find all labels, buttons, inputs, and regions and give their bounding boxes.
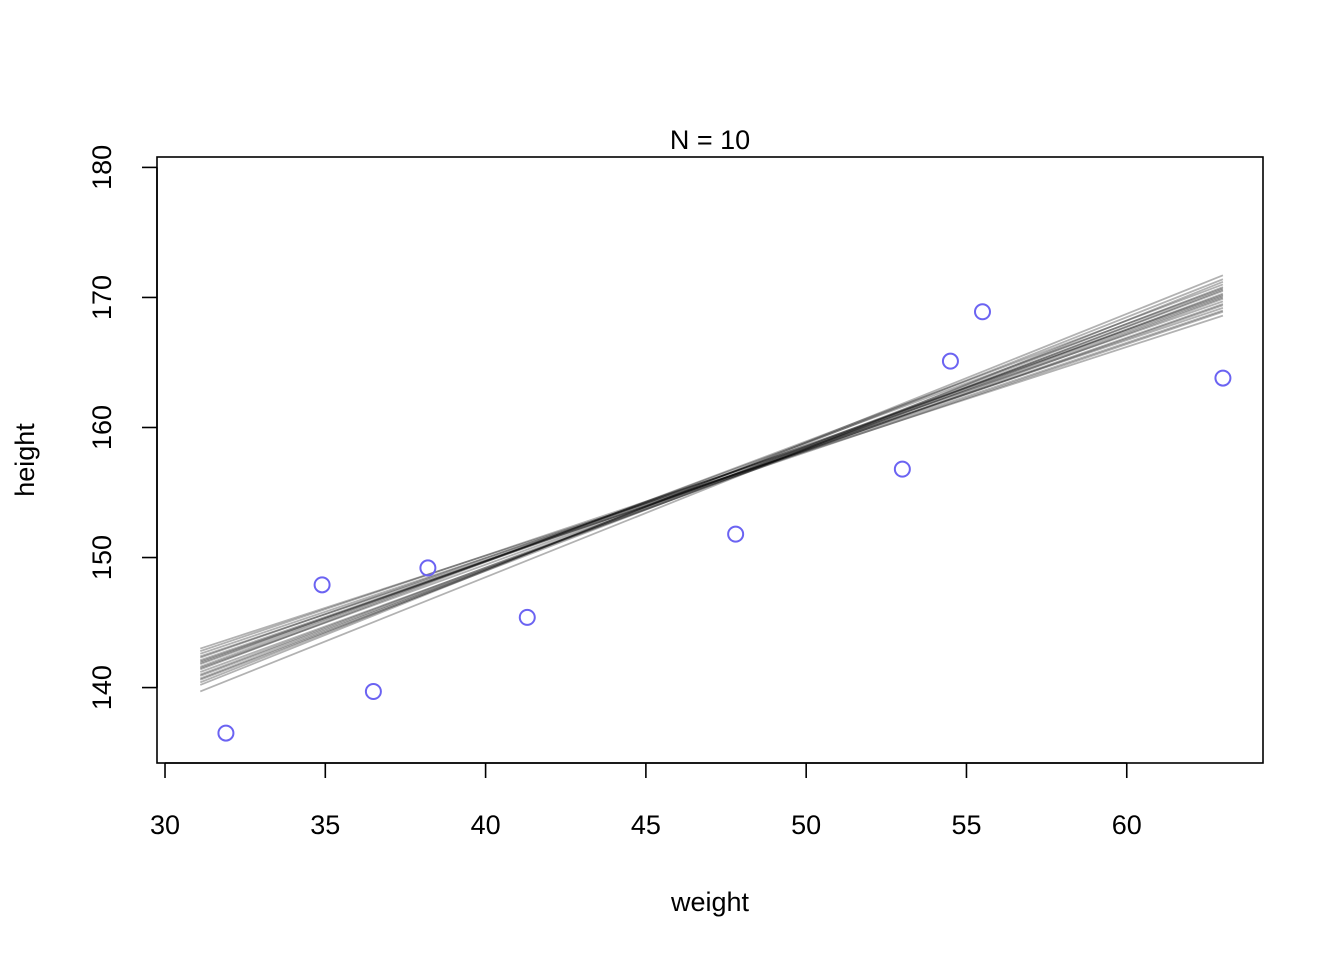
regression-line-16 bbox=[199, 304, 1224, 662]
x-tick-label: 35 bbox=[310, 810, 340, 840]
y-axis: 140 150 160 170 180 bbox=[87, 145, 158, 710]
x-axis-label: weight bbox=[670, 887, 750, 917]
data-point-5 bbox=[518, 608, 536, 626]
regression-line-9 bbox=[199, 293, 1224, 666]
x-tick-label: 45 bbox=[631, 810, 661, 840]
regression-line-2 bbox=[199, 303, 1224, 663]
data-point-4 bbox=[419, 559, 437, 577]
regression-lines bbox=[199, 274, 1224, 693]
x-tick-label: 30 bbox=[150, 810, 180, 840]
y-tick-label: 170 bbox=[87, 275, 117, 320]
data-point-2 bbox=[313, 576, 331, 594]
regression-line-5 bbox=[199, 296, 1224, 669]
y-axis-label: height bbox=[10, 423, 40, 497]
regression-line-12 bbox=[199, 297, 1224, 673]
y-tick-label: 160 bbox=[87, 405, 117, 450]
regression-line-11 bbox=[199, 278, 1224, 684]
plot-frame bbox=[156, 156, 1264, 764]
data-point-3 bbox=[364, 682, 382, 700]
data-point-10 bbox=[1214, 369, 1232, 387]
x-tick-label: 55 bbox=[951, 810, 981, 840]
chart-title: N = 10 bbox=[670, 125, 750, 155]
x-tick-label: 60 bbox=[1112, 810, 1142, 840]
regression-line-3 bbox=[199, 274, 1224, 686]
regression-line-20 bbox=[199, 295, 1224, 664]
y-tick-label: 140 bbox=[87, 665, 117, 710]
y-tick-label: 180 bbox=[87, 145, 117, 190]
data-point-7 bbox=[893, 460, 911, 478]
regression-line-1 bbox=[199, 290, 1224, 676]
x-axis: 30 35 40 45 50 55 60 bbox=[150, 762, 1142, 840]
y-tick-label: 150 bbox=[87, 535, 117, 580]
data-point-6 bbox=[727, 525, 745, 543]
data-point-8 bbox=[941, 352, 959, 370]
regression-line-6 bbox=[199, 281, 1224, 693]
data-point-9 bbox=[973, 303, 991, 321]
regression-line-4 bbox=[199, 314, 1224, 650]
data-points bbox=[217, 303, 1232, 742]
regression-line-15 bbox=[199, 292, 1224, 677]
regression-line-7 bbox=[199, 309, 1224, 655]
regression-line-13 bbox=[199, 306, 1224, 653]
regression-line-14 bbox=[199, 287, 1224, 668]
regression-line-18 bbox=[199, 288, 1224, 681]
regression-line-19 bbox=[199, 310, 1224, 658]
regression-line-10 bbox=[199, 300, 1224, 659]
x-tick-label: 50 bbox=[791, 810, 821, 840]
regression-line-17 bbox=[199, 283, 1224, 671]
regression-line-8 bbox=[199, 286, 1224, 680]
x-tick-label: 40 bbox=[471, 810, 501, 840]
data-point-1 bbox=[217, 724, 235, 742]
